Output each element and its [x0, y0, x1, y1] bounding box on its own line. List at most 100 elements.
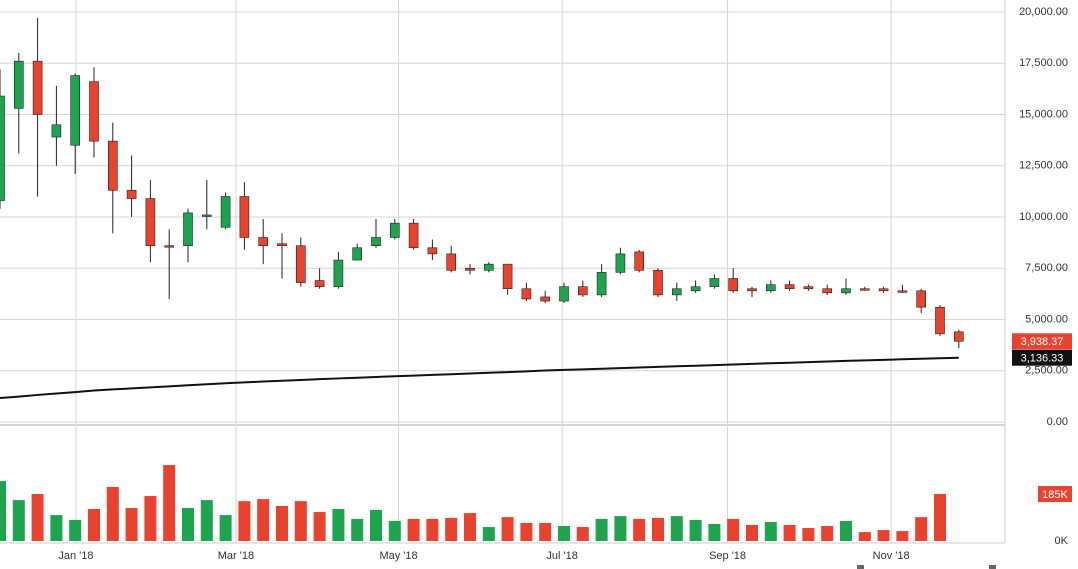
volume-bar	[802, 528, 815, 541]
candle-body	[295, 245, 306, 283]
volume-bar	[0, 481, 6, 541]
scroll-handle[interactable]	[989, 565, 996, 569]
x-tick-label: Jan '18	[58, 550, 93, 562]
volume-bar	[689, 519, 702, 541]
candle-body	[803, 286, 814, 290]
volume-bar	[840, 520, 852, 541]
candle-body	[916, 290, 927, 308]
candle-body	[220, 196, 231, 228]
y-tick-label: 2,500.00	[1025, 365, 1068, 377]
candle-body	[427, 247, 438, 255]
volume-bar	[915, 517, 928, 541]
y-tick-label: 5,000.00	[1025, 313, 1068, 325]
volume-bar	[125, 507, 138, 541]
volume-bar	[294, 501, 307, 541]
volume-bar	[426, 518, 439, 541]
volume-bar	[877, 530, 890, 541]
volume-bar	[482, 527, 495, 541]
volume-bar	[50, 515, 63, 541]
candle-body	[765, 284, 776, 292]
volume-bar	[858, 532, 871, 541]
volume-bar	[821, 526, 834, 541]
volume-bar	[200, 500, 213, 541]
ma-value-tag-bg	[1012, 349, 1072, 366]
volume-bar	[520, 522, 533, 541]
scroll-handle[interactable]	[857, 565, 864, 569]
y-tick-label: 17,500.00	[1019, 57, 1068, 69]
candle-body	[446, 253, 457, 271]
candle-body	[728, 278, 739, 292]
x-tick-label: Nov '18	[873, 550, 910, 562]
volume-bar	[652, 517, 664, 541]
y-tick-label: 15,000.00	[1019, 108, 1068, 120]
candle-body	[859, 288, 870, 291]
candle-body	[822, 288, 833, 294]
moving-average	[0, 356, 959, 400]
candle-body	[408, 222, 419, 249]
candle-body	[14, 60, 24, 109]
candle-body	[202, 214, 212, 217]
y-tick-label: 20,000.00	[1019, 6, 1068, 18]
ma-value-tag: 3,136.33	[1021, 353, 1064, 365]
volume-bar	[539, 522, 552, 541]
volume-bar	[670, 516, 683, 541]
volume-bar	[501, 517, 514, 541]
candle-body	[596, 272, 607, 296]
volume-bar	[238, 501, 251, 541]
candle-body	[465, 267, 475, 271]
volume-tick-label: 0K	[1055, 535, 1069, 547]
candle-body	[32, 60, 43, 115]
candle-body	[70, 75, 80, 146]
volume-bar	[332, 509, 345, 541]
candle-body	[634, 251, 645, 271]
x-tick-label: Mar '18	[218, 550, 254, 562]
volume-bar	[896, 531, 909, 541]
candle-body	[521, 288, 532, 300]
volume-bar	[614, 516, 627, 541]
candle-body	[277, 243, 287, 246]
volume-bar	[370, 510, 382, 541]
candle-body	[333, 259, 344, 287]
candle-body	[878, 288, 889, 292]
volume-bar	[163, 465, 176, 541]
candle-body	[747, 288, 757, 292]
volume-bar	[313, 512, 326, 541]
candle-body	[653, 269, 663, 296]
candle-body	[953, 331, 964, 342]
candle-body	[502, 263, 513, 290]
volume-bar	[445, 517, 458, 541]
last-price-tag: 3,938.37	[1021, 336, 1064, 348]
candle-body	[126, 190, 137, 199]
x-tick-label: Jul '18	[546, 550, 577, 562]
volume-bar	[12, 500, 25, 541]
volume-tag: 185K	[1042, 489, 1068, 501]
candle-body	[841, 288, 851, 294]
last-price-tag-bg	[1012, 333, 1072, 350]
volume-bar	[257, 499, 270, 541]
candle-body	[897, 290, 908, 293]
volume-bar	[88, 509, 100, 541]
volume-bar	[219, 515, 232, 541]
y-tick-label: 10,000.00	[1019, 211, 1068, 223]
volume-bar	[746, 525, 758, 541]
candle-body	[784, 284, 795, 290]
volume-bar	[182, 507, 194, 541]
candle-body	[183, 212, 193, 246]
volume-bar	[69, 519, 82, 541]
volume-bar	[595, 518, 608, 541]
candle-body	[258, 237, 269, 246]
candle-body	[483, 263, 494, 271]
candle-body	[145, 198, 156, 247]
candle-body	[164, 245, 174, 248]
volume-bar	[764, 521, 777, 541]
volume-bar	[407, 518, 420, 541]
candle-body	[389, 222, 400, 238]
candle-body	[371, 237, 381, 246]
volume-bar	[351, 518, 364, 541]
candle-body	[577, 286, 588, 296]
volume-bar	[388, 520, 401, 541]
volume-tag-bg	[1038, 486, 1072, 503]
candle-body	[690, 286, 701, 292]
